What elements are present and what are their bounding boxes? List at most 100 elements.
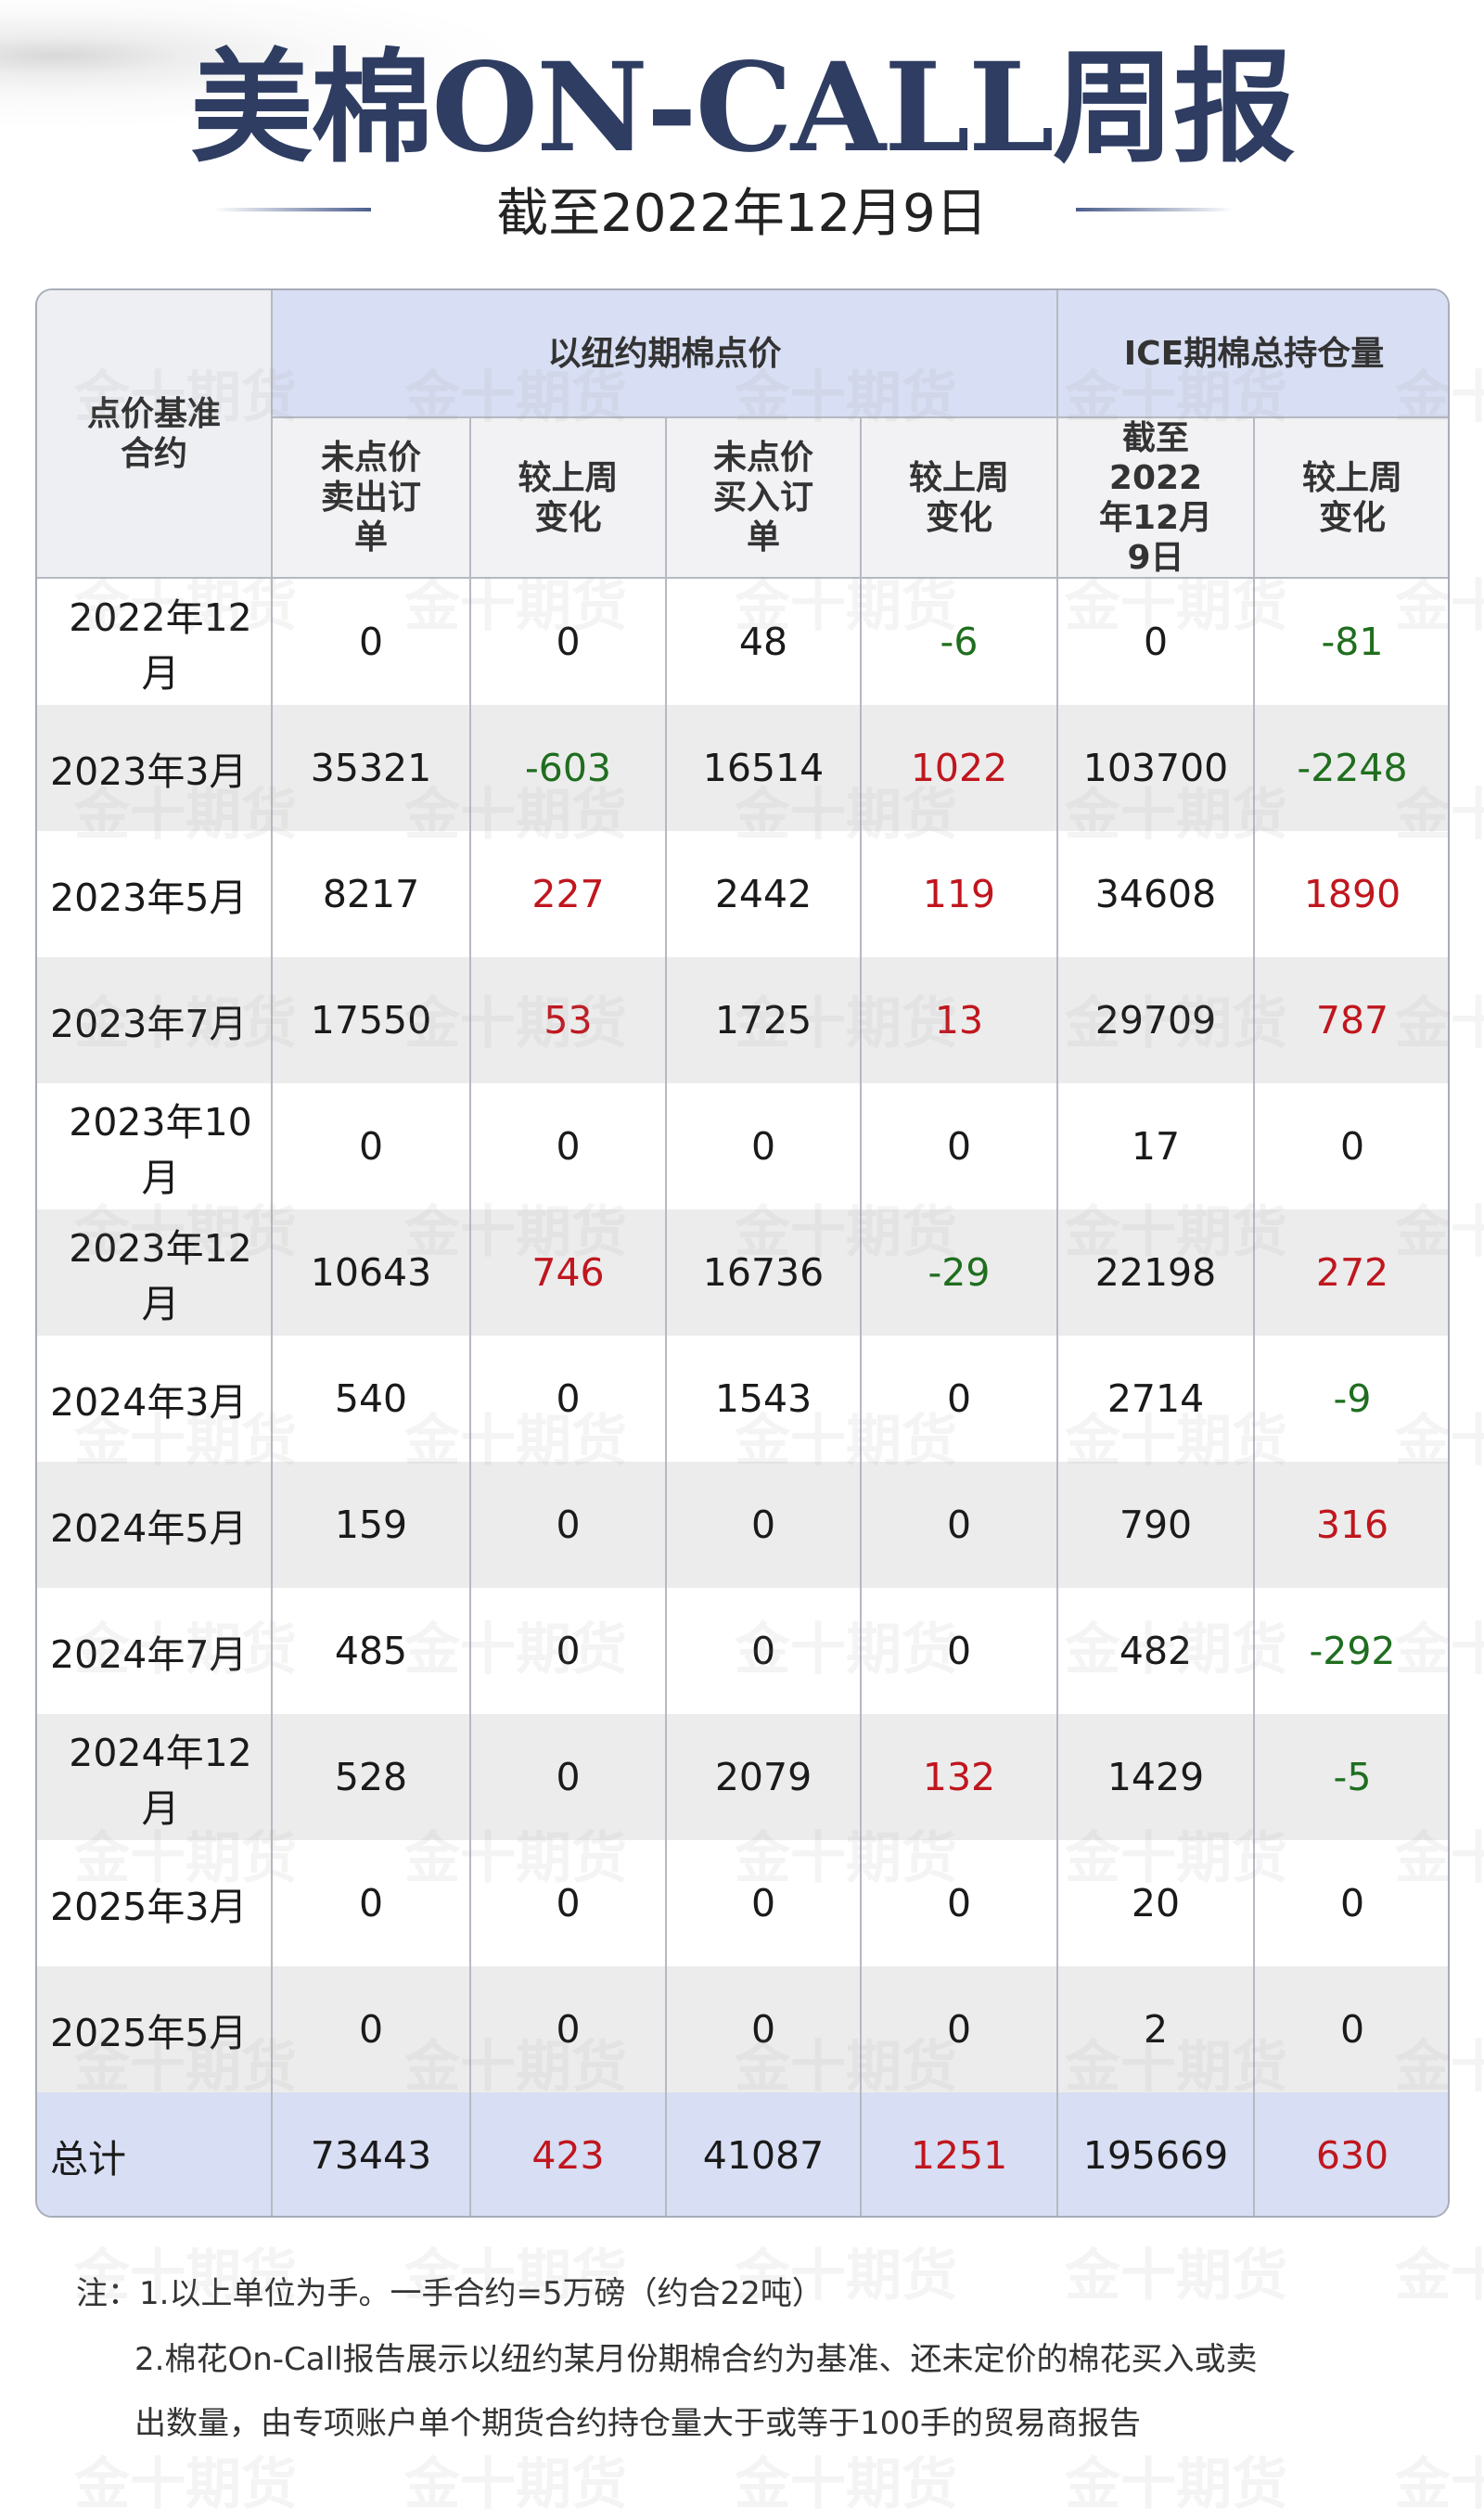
cell-value: 48 [667, 579, 862, 705]
group-header: ICE期棉总持仓量 [1058, 290, 1448, 418]
decor-line [213, 208, 371, 211]
cell-value: -29 [862, 1209, 1058, 1336]
cell-value: 8217 [273, 831, 471, 957]
cell-value: 1890 [1255, 831, 1448, 957]
cell-value: 1429 [1058, 1714, 1255, 1840]
cell-value: 159 [273, 1462, 471, 1588]
cell-value: 0 [667, 1462, 862, 1588]
cell-value: -9 [1255, 1336, 1448, 1462]
row-label: 2023年10月 [37, 1083, 273, 1209]
column-header: 未点价卖出订单 [273, 418, 471, 579]
cell-value: 0 [273, 1083, 471, 1209]
note: 注：1.以上单位为手。一手合约=5万磅（约合22吨） [76, 2275, 824, 2312]
cell-value: 29709 [1058, 957, 1255, 1083]
subtitle: 截至2022年12月9日 [496, 184, 988, 244]
cell-value: 0 [862, 1588, 1058, 1714]
cell-value: 0 [471, 1840, 667, 1966]
cell-value: 0 [471, 1966, 667, 2092]
row-label: 总计 [37, 2092, 273, 2216]
cell-value: 227 [471, 831, 667, 957]
cell-value: 17 [1058, 1083, 1255, 1209]
cell-value: 17550 [273, 957, 471, 1083]
cell-value: 790 [1058, 1462, 1255, 1588]
note: 出数量，由专项账户单个期货合约持仓量大于或等于100手的贸易商报告 [134, 2405, 1141, 2442]
watermark: 金十期货 [1395, 2452, 1484, 2517]
row-label: 2023年12月 [37, 1209, 273, 1336]
cell-value: 34608 [1058, 831, 1255, 957]
cell-value: 2 [1058, 1966, 1255, 2092]
cell-value: 16514 [667, 705, 862, 831]
row-label: 2025年3月 [37, 1840, 273, 1966]
cell-value: 272 [1255, 1209, 1448, 1336]
row-label: 2023年5月 [37, 831, 273, 957]
cell-value: 2442 [667, 831, 862, 957]
cell-value: 132 [862, 1714, 1058, 1840]
cell-value: -2248 [1255, 705, 1448, 831]
row-label: 2023年3月 [37, 705, 273, 831]
cell-value: 41087 [667, 2092, 862, 2216]
row-label: 2024年7月 [37, 1588, 273, 1714]
cell-value: -6 [862, 579, 1058, 705]
cell-value: 195669 [1058, 2092, 1255, 2216]
column-header: 较上周变化 [1255, 418, 1448, 579]
watermark: 金十期货 [404, 2452, 627, 2517]
cell-value: -81 [1255, 579, 1448, 705]
cell-value: 1543 [667, 1336, 862, 1462]
cell-value: 0 [862, 1966, 1058, 2092]
row-label: 2024年3月 [37, 1336, 273, 1462]
cell-value: 2079 [667, 1714, 862, 1840]
cell-value: 0 [273, 579, 471, 705]
cell-value: 1251 [862, 2092, 1058, 2216]
table: 点价基准合约 以纽约期棉点价 ICE期棉总持仓量 未点价卖出订单 较上周变化 未点价买入订… [35, 288, 1450, 2218]
cell-value: 53 [471, 957, 667, 1083]
cell-value: 0 [471, 1588, 667, 1714]
cell-value: 119 [862, 831, 1058, 957]
watermark: 金十期货 [1065, 2244, 1287, 2309]
cell-value: 20 [1058, 1840, 1255, 1966]
cell-value: 0 [1255, 1966, 1448, 2092]
column-header: 较上周变化 [471, 418, 667, 579]
cell-value: 485 [273, 1588, 471, 1714]
cell-value: 0 [1255, 1840, 1448, 1966]
cell-value: 0 [667, 1840, 862, 1966]
cell-value: 0 [667, 1588, 862, 1714]
cell-value: 0 [471, 1462, 667, 1588]
cell-value: 10643 [273, 1209, 471, 1336]
cell-value: -5 [1255, 1714, 1448, 1840]
cell-value: 0 [862, 1462, 1058, 1588]
column-header: 较上周变化 [862, 418, 1058, 579]
watermark: 金十期货 [1065, 2452, 1287, 2517]
column-header: 截至2022年12月9日 [1058, 418, 1255, 579]
cell-value: 1022 [862, 705, 1058, 831]
cell-value: 35321 [273, 705, 471, 831]
cell-value: 2714 [1058, 1336, 1255, 1462]
cell-value: -603 [471, 705, 667, 831]
cell-value: 16736 [667, 1209, 862, 1336]
cell-value: 0 [667, 1083, 862, 1209]
row-label: 2024年12月 [37, 1714, 273, 1840]
cell-value: 13 [862, 957, 1058, 1083]
cell-value: 0 [862, 1083, 1058, 1209]
cell-value: 73443 [273, 2092, 471, 2216]
cell-value: -292 [1255, 1588, 1448, 1714]
cell-value: 746 [471, 1209, 667, 1336]
note: 2.棉花On-Call报告展示以纽约某月份期棉合约为基准、还未定价的棉花买入或卖 [134, 2341, 1258, 2378]
cell-value: 0 [471, 579, 667, 705]
cell-value: 0 [471, 1336, 667, 1462]
cell-value: 0 [273, 1840, 471, 1966]
cell-value: 1725 [667, 957, 862, 1083]
background [0, 0, 1484, 278]
cell-value: 0 [471, 1083, 667, 1209]
cell-value: 0 [862, 1336, 1058, 1462]
cell-value: 316 [1255, 1462, 1448, 1588]
watermark: 金十期货 [735, 2452, 957, 2517]
watermark: 金十期货 [1395, 2244, 1484, 2309]
cell-value: 103700 [1058, 705, 1255, 831]
cell-value: 630 [1255, 2092, 1448, 2216]
cell-value: 0 [667, 1966, 862, 2092]
row-label: 2024年5月 [37, 1462, 273, 1588]
watermark: 金十期货 [74, 2452, 297, 2517]
corner-header: 点价基准合约 [37, 290, 273, 579]
cell-value: 0 [471, 1714, 667, 1840]
